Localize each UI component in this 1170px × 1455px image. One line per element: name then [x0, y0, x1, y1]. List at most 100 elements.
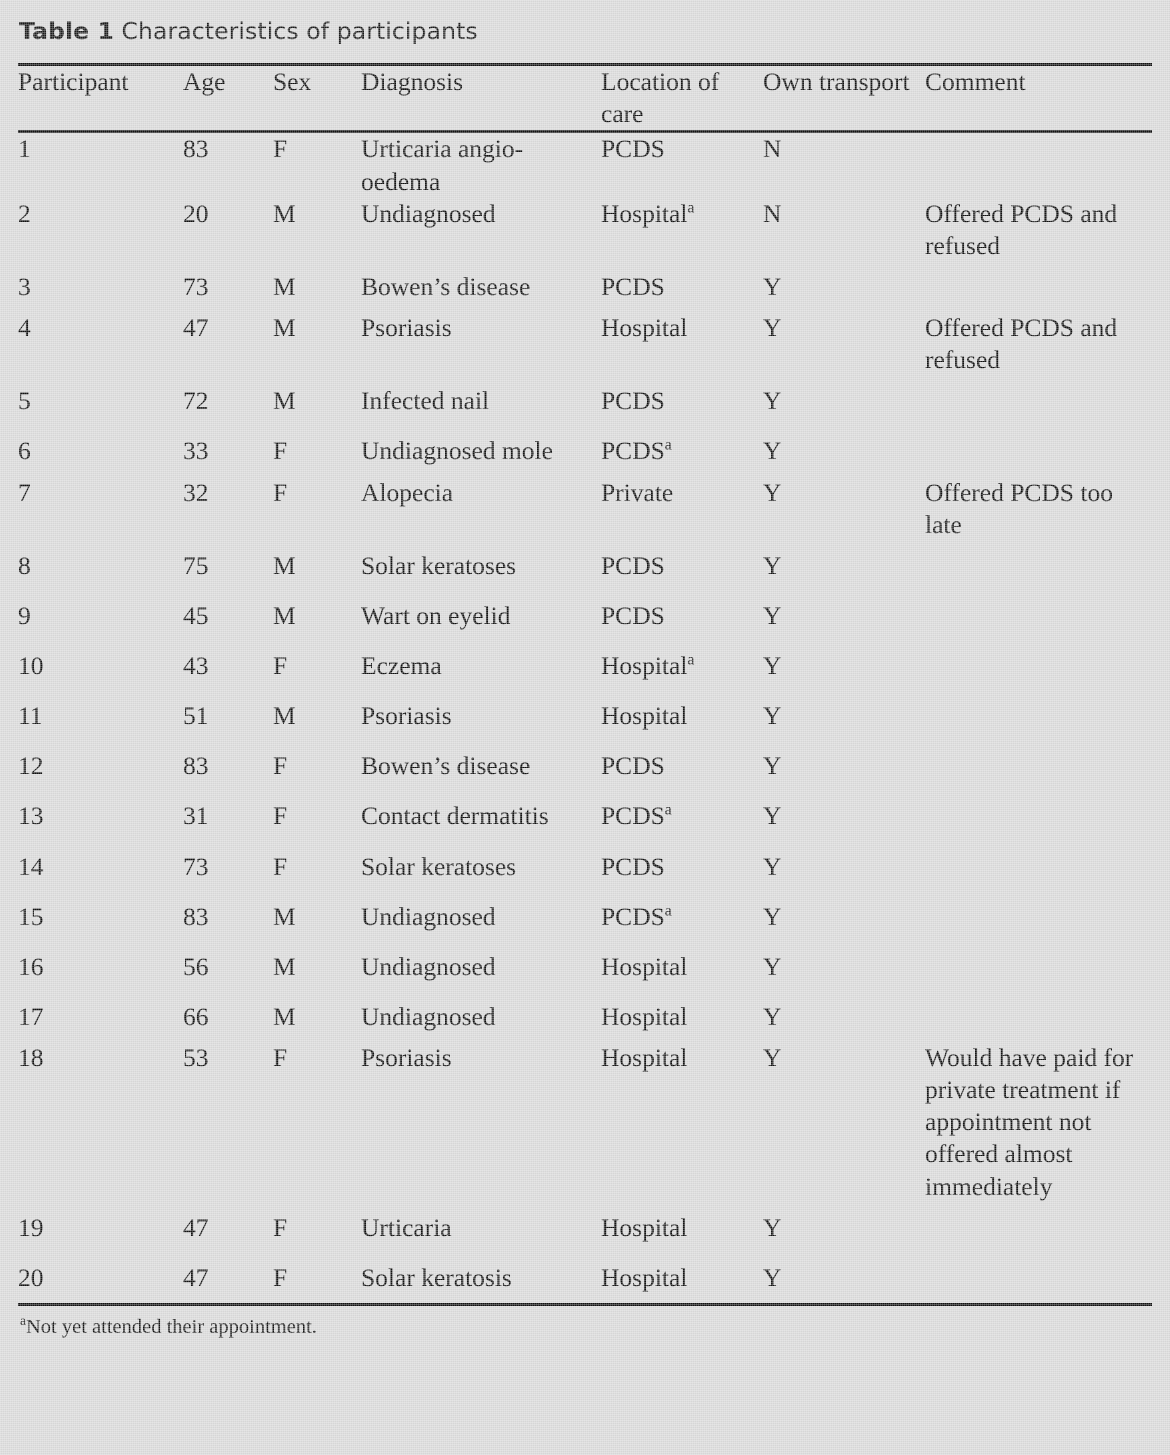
cell-transport: Y: [763, 376, 925, 426]
cell-comment-value: Would have paid for private treatment if…: [925, 1043, 1134, 1201]
cell-location: PCDSa: [601, 791, 763, 841]
cell-location-value: Hospital: [601, 1001, 688, 1031]
table-row: 10 43 F Eczema Hospitala Y: [18, 641, 1152, 691]
cell-sex: F: [273, 1203, 361, 1253]
table-row: 15 83 M Undiagnosed PCDSa Y: [18, 892, 1152, 942]
cell-location: Hospital: [601, 691, 763, 741]
cell-participant-value: 16: [18, 951, 44, 981]
cell-age-value: 72: [183, 386, 209, 416]
cell-transport-value: Y: [763, 477, 782, 507]
cell-age: 45: [183, 591, 273, 641]
table-bottom-rule: [18, 1302, 1152, 1306]
cell-age-value: 83: [183, 134, 209, 164]
cell-sex: M: [273, 992, 361, 1042]
cell-sex-value: F: [273, 477, 288, 507]
cell-participant: 15: [18, 892, 183, 942]
cell-participant-value: 2: [18, 198, 31, 228]
table-row: 13 31 F Contact dermatitis PCDSa Y: [18, 791, 1152, 841]
cell-age-value: 43: [183, 651, 209, 681]
cell-transport: Y: [763, 691, 925, 741]
cell-transport: Y: [763, 426, 925, 476]
cell-diagnosis: Wart on eyelid: [361, 591, 601, 641]
cell-sex-value: F: [273, 851, 288, 881]
cell-location: PCDS: [601, 376, 763, 426]
cell-location-value: Hospital: [601, 1043, 688, 1073]
cell-diagnosis-value: Eczema: [361, 651, 442, 681]
cell-diagnosis: Undiagnosed mole: [361, 426, 601, 476]
cell-sex: F: [273, 842, 361, 892]
cell-diagnosis-value: Undiagnosed mole: [361, 436, 553, 466]
cell-comment: [925, 133, 1152, 197]
cell-comment: [925, 992, 1152, 1042]
table-header-rule: [18, 130, 1152, 134]
cell-participant: 6: [18, 426, 183, 476]
cell-location: Hospital: [601, 312, 763, 376]
table-page: Table 1 Characteristics of participants …: [18, 17, 1152, 1338]
cell-diagnosis: Bowen’s disease: [361, 262, 601, 312]
cell-comment: [925, 641, 1152, 691]
cell-transport: Y: [763, 641, 925, 691]
cell-diagnosis: Contact dermatitis: [361, 791, 601, 841]
cell-age-value: 83: [183, 901, 209, 931]
cell-age-value: 56: [183, 951, 209, 981]
cell-diagnosis-value: Urticaria: [361, 1212, 452, 1242]
cell-age: 47: [183, 1203, 273, 1253]
cell-sex: M: [273, 312, 361, 376]
cell-participant: 12: [18, 741, 183, 791]
cell-participant-value: 9: [18, 600, 31, 630]
cell-diagnosis-value: Solar keratosis: [361, 1262, 512, 1292]
cell-transport-value: Y: [763, 1043, 782, 1073]
cell-sex: M: [273, 198, 361, 262]
table-row: 3 73 M Bowen’s disease PCDS Y: [18, 262, 1152, 312]
cell-comment-value: Offered PCDS too late: [925, 477, 1113, 539]
cell-transport-value: Y: [763, 600, 782, 630]
cell-transport-value: Y: [763, 951, 782, 981]
cell-transport-value: Y: [763, 751, 782, 781]
cell-sex-value: F: [273, 1262, 288, 1292]
table-body: 1 83 F Urticaria angio-oedema PCDS N 2 20 M Undia…: [18, 133, 1152, 1303]
cell-location-value: PCDS: [601, 134, 665, 164]
cell-location-footnote-marker: a: [664, 902, 672, 920]
cell-diagnosis: Urticaria angio-oedema: [361, 133, 601, 197]
table-row: 14 73 F Solar keratoses PCDS Y: [18, 842, 1152, 892]
cell-sex-value: F: [273, 751, 288, 781]
cell-diagnosis: Undiagnosed: [361, 942, 601, 992]
cell-sex: M: [273, 376, 361, 426]
cell-comment: [925, 842, 1152, 892]
cell-participant: 2: [18, 198, 183, 262]
cell-location: Hospital: [601, 992, 763, 1042]
table-row: 2 20 M Undiagnosed Hospitala N Offered PCDS an…: [18, 198, 1152, 262]
cell-diagnosis: Infected nail: [361, 376, 601, 426]
table-row: 9 45 M Wart on eyelid PCDS Y: [18, 591, 1152, 641]
cell-transport-value: Y: [763, 1001, 782, 1031]
cell-sex: M: [273, 541, 361, 591]
cell-age: 75: [183, 541, 273, 591]
cell-participant: 10: [18, 641, 183, 691]
cell-diagnosis: Solar keratosis: [361, 1253, 601, 1303]
cell-sex-value: M: [273, 550, 296, 580]
cell-age: 43: [183, 641, 273, 691]
cell-participant: 16: [18, 942, 183, 992]
cell-diagnosis-value: Solar keratoses: [361, 550, 517, 580]
cell-comment: [925, 691, 1152, 741]
cell-age: 33: [183, 426, 273, 476]
cell-location-value: PCDS: [601, 436, 665, 466]
cell-sex-value: M: [273, 901, 296, 931]
cell-comment: Offered PCDS and refused: [925, 198, 1152, 262]
cell-transport: Y: [763, 541, 925, 591]
cell-diagnosis: Psoriasis: [361, 1042, 601, 1203]
cell-age-value: 73: [183, 271, 209, 301]
cell-transport: Y: [763, 262, 925, 312]
cell-participant: 7: [18, 477, 183, 541]
cell-diagnosis-value: Psoriasis: [361, 701, 452, 731]
cell-location-value: PCDS: [601, 600, 665, 630]
cell-sex-value: M: [273, 271, 296, 301]
cell-sex-value: M: [273, 386, 296, 416]
cell-location-footnote-marker: a: [687, 651, 695, 669]
cell-transport-value: Y: [763, 436, 782, 466]
cell-transport: Y: [763, 791, 925, 841]
cell-participant: 17: [18, 992, 183, 1042]
column-header-age: Age: [183, 67, 226, 97]
cell-age: 32: [183, 477, 273, 541]
cell-participant: 8: [18, 541, 183, 591]
